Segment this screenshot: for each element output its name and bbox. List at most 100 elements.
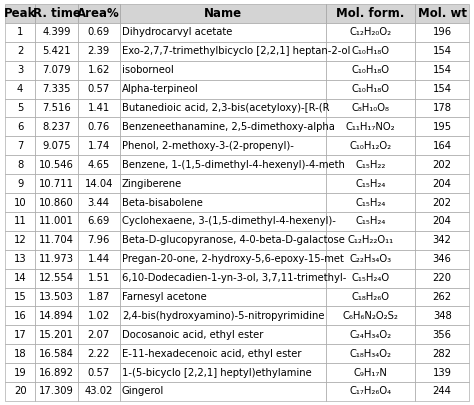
Bar bbox=[415, 4, 469, 23]
Text: 2: 2 bbox=[17, 46, 23, 56]
Bar bbox=[36, 23, 78, 42]
Text: 1.62: 1.62 bbox=[87, 65, 110, 75]
Bar bbox=[5, 61, 36, 80]
Bar bbox=[415, 382, 469, 401]
Bar bbox=[415, 23, 469, 42]
Bar bbox=[5, 98, 36, 117]
Bar bbox=[5, 155, 36, 174]
Text: C₁₅H₂₄: C₁₅H₂₄ bbox=[356, 198, 386, 207]
Text: 202: 202 bbox=[433, 160, 452, 170]
Text: 1.02: 1.02 bbox=[88, 311, 110, 321]
Bar bbox=[36, 174, 78, 193]
Bar bbox=[119, 23, 326, 42]
Text: 11.001: 11.001 bbox=[39, 216, 74, 226]
Text: 4: 4 bbox=[17, 84, 23, 94]
Bar bbox=[415, 174, 469, 193]
Bar bbox=[36, 307, 78, 325]
Text: 164: 164 bbox=[433, 141, 452, 151]
Text: 2,4-bis(hydroxyamino)-5-nitropyrimidine: 2,4-bis(hydroxyamino)-5-nitropyrimidine bbox=[122, 311, 325, 321]
Bar bbox=[119, 363, 326, 382]
Bar bbox=[415, 288, 469, 307]
Text: 0.76: 0.76 bbox=[88, 122, 110, 132]
Bar bbox=[326, 231, 415, 250]
Bar bbox=[5, 4, 36, 23]
Bar bbox=[415, 269, 469, 288]
Text: C₁₀H₁₂O₂: C₁₀H₁₂O₂ bbox=[349, 141, 392, 151]
Text: 4.399: 4.399 bbox=[42, 28, 71, 37]
Text: 154: 154 bbox=[433, 65, 452, 75]
Text: 178: 178 bbox=[433, 103, 452, 113]
Bar bbox=[78, 80, 119, 98]
Text: 0.57: 0.57 bbox=[88, 368, 110, 377]
Text: C₁₁H₁₇NO₂: C₁₁H₁₇NO₂ bbox=[346, 122, 395, 132]
Text: C₁₀H₁₈O: C₁₀H₁₈O bbox=[352, 84, 390, 94]
Text: 262: 262 bbox=[433, 292, 452, 302]
Text: Peak: Peak bbox=[4, 7, 36, 20]
Bar bbox=[326, 61, 415, 80]
Bar bbox=[5, 193, 36, 212]
Bar bbox=[326, 250, 415, 269]
Bar bbox=[326, 23, 415, 42]
Text: 8: 8 bbox=[17, 160, 23, 170]
Bar bbox=[78, 136, 119, 155]
Text: 9: 9 bbox=[17, 179, 23, 189]
Text: 14: 14 bbox=[14, 273, 27, 283]
Bar bbox=[36, 250, 78, 269]
Text: C₁₅H₂₄: C₁₅H₂₄ bbox=[356, 216, 386, 226]
Bar bbox=[78, 42, 119, 61]
Text: Butanedioic acid, 2,3-bis(acetyloxy)-[R-(R: Butanedioic acid, 2,3-bis(acetyloxy)-[R-… bbox=[122, 103, 329, 113]
Bar bbox=[36, 193, 78, 212]
Text: Zingiberene: Zingiberene bbox=[122, 179, 182, 189]
Bar bbox=[326, 193, 415, 212]
Bar bbox=[326, 269, 415, 288]
Bar bbox=[36, 344, 78, 363]
Bar bbox=[119, 136, 326, 155]
Text: 196: 196 bbox=[433, 28, 452, 37]
Text: 8.237: 8.237 bbox=[42, 122, 71, 132]
Bar bbox=[415, 307, 469, 325]
Bar bbox=[5, 307, 36, 325]
Bar bbox=[78, 117, 119, 136]
Text: 195: 195 bbox=[433, 122, 452, 132]
Bar bbox=[415, 193, 469, 212]
Text: 16: 16 bbox=[14, 311, 27, 321]
Bar bbox=[36, 231, 78, 250]
Text: 204: 204 bbox=[433, 179, 452, 189]
Text: 16.584: 16.584 bbox=[39, 349, 74, 359]
Bar bbox=[78, 174, 119, 193]
Bar bbox=[415, 250, 469, 269]
Bar bbox=[119, 61, 326, 80]
Text: 6: 6 bbox=[17, 122, 23, 132]
Bar bbox=[36, 117, 78, 136]
Bar bbox=[36, 98, 78, 117]
Text: Alpha-terpineol: Alpha-terpineol bbox=[122, 84, 199, 94]
Bar bbox=[5, 288, 36, 307]
Bar bbox=[5, 117, 36, 136]
Text: 244: 244 bbox=[433, 386, 452, 396]
Bar bbox=[36, 4, 78, 23]
Bar bbox=[36, 42, 78, 61]
Bar bbox=[78, 344, 119, 363]
Bar bbox=[119, 307, 326, 325]
Text: 17.309: 17.309 bbox=[39, 386, 74, 396]
Text: C₈H₁₀O₈: C₈H₁₀O₈ bbox=[352, 103, 390, 113]
Bar bbox=[5, 42, 36, 61]
Text: Phenol, 2-methoxy-3-(2-propenyl)-: Phenol, 2-methoxy-3-(2-propenyl)- bbox=[122, 141, 294, 151]
Bar bbox=[119, 250, 326, 269]
Text: 14.04: 14.04 bbox=[84, 179, 113, 189]
Bar bbox=[36, 212, 78, 231]
Bar bbox=[119, 4, 326, 23]
Bar bbox=[119, 174, 326, 193]
Text: 204: 204 bbox=[433, 216, 452, 226]
Text: 202: 202 bbox=[433, 198, 452, 207]
Text: 7: 7 bbox=[17, 141, 23, 151]
Text: Mol. wt: Mol. wt bbox=[418, 7, 466, 20]
Text: C₁₅H₂₂: C₁₅H₂₂ bbox=[356, 160, 386, 170]
Text: 14.894: 14.894 bbox=[39, 311, 74, 321]
Text: C₁₈H₃₄O₂: C₁₈H₃₄O₂ bbox=[349, 349, 392, 359]
Bar bbox=[415, 344, 469, 363]
Text: 17: 17 bbox=[14, 330, 27, 340]
Text: 5: 5 bbox=[17, 103, 23, 113]
Text: 11: 11 bbox=[14, 216, 27, 226]
Text: C₁₈H₂₆O: C₁₈H₂₆O bbox=[352, 292, 390, 302]
